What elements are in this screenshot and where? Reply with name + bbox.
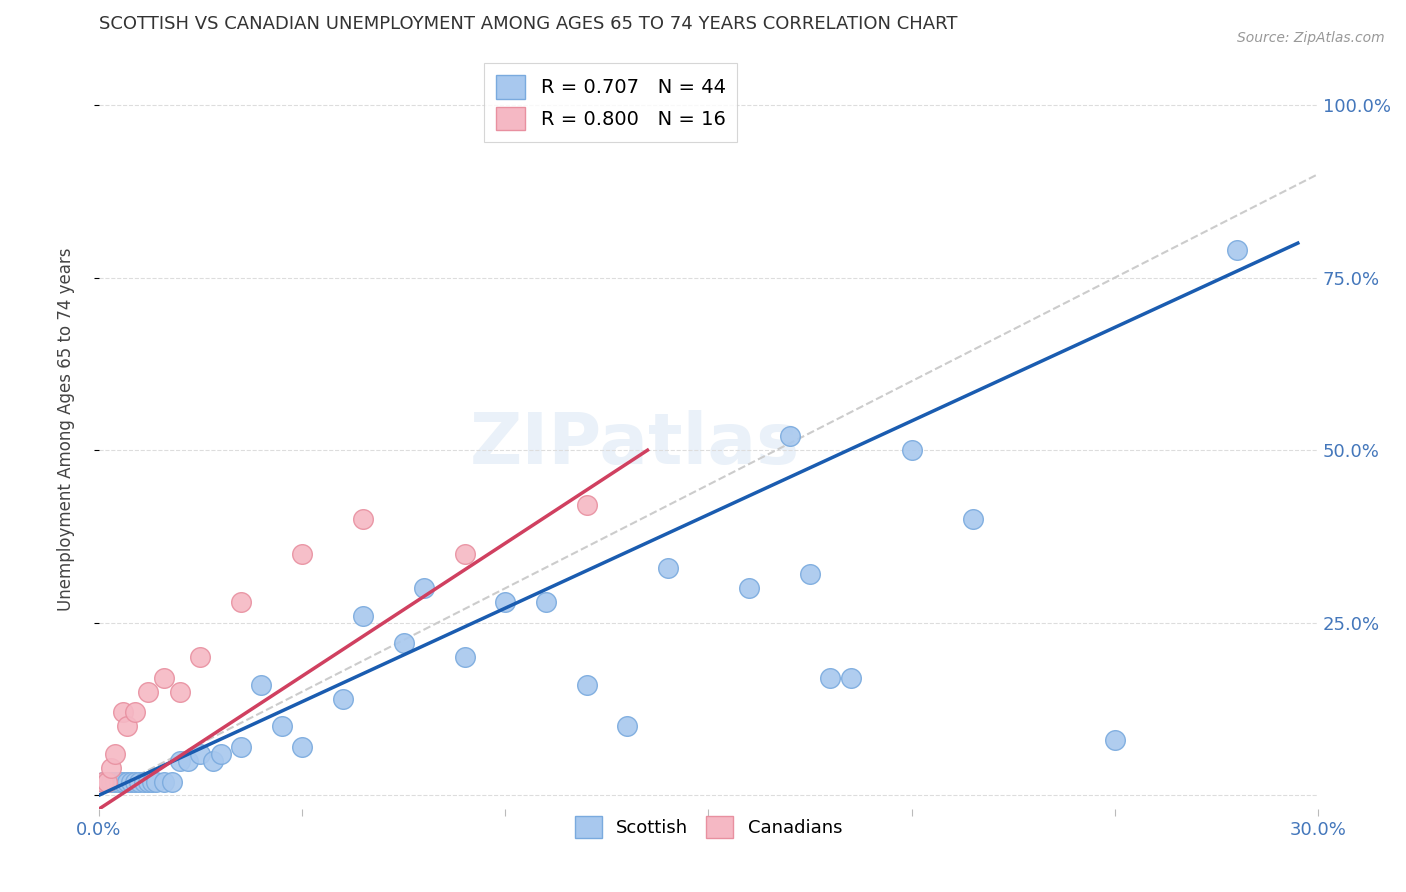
Point bbox=[201, 754, 224, 768]
Point bbox=[738, 581, 761, 595]
Point bbox=[96, 774, 118, 789]
Point bbox=[352, 608, 374, 623]
Point bbox=[120, 774, 142, 789]
Point bbox=[453, 547, 475, 561]
Point bbox=[1226, 243, 1249, 257]
Point bbox=[962, 512, 984, 526]
Point bbox=[229, 595, 252, 609]
Point bbox=[392, 636, 415, 650]
Point bbox=[352, 512, 374, 526]
Point bbox=[291, 739, 314, 754]
Point bbox=[132, 774, 155, 789]
Point bbox=[177, 754, 200, 768]
Point bbox=[575, 499, 598, 513]
Y-axis label: Unemployment Among Ages 65 to 74 years: Unemployment Among Ages 65 to 74 years bbox=[58, 248, 75, 611]
Point bbox=[115, 719, 138, 733]
Point bbox=[96, 774, 118, 789]
Point bbox=[616, 719, 638, 733]
Point bbox=[413, 581, 436, 595]
Point bbox=[900, 443, 922, 458]
Point bbox=[104, 774, 127, 789]
Point bbox=[141, 774, 163, 789]
Point bbox=[190, 650, 212, 665]
Point bbox=[494, 595, 516, 609]
Point bbox=[839, 671, 862, 685]
Point bbox=[104, 747, 127, 761]
Point bbox=[332, 691, 354, 706]
Point bbox=[153, 671, 176, 685]
Text: ZIPatlas: ZIPatlas bbox=[470, 410, 800, 479]
Point bbox=[799, 567, 821, 582]
Point bbox=[128, 774, 150, 789]
Text: SCOTTISH VS CANADIAN UNEMPLOYMENT AMONG AGES 65 TO 74 YEARS CORRELATION CHART: SCOTTISH VS CANADIAN UNEMPLOYMENT AMONG … bbox=[98, 15, 957, 33]
Point bbox=[820, 671, 842, 685]
Point bbox=[190, 747, 212, 761]
Point bbox=[534, 595, 557, 609]
Point bbox=[575, 678, 598, 692]
Point bbox=[100, 774, 122, 789]
Point bbox=[115, 774, 138, 789]
Point bbox=[112, 774, 135, 789]
Text: Source: ZipAtlas.com: Source: ZipAtlas.com bbox=[1237, 31, 1385, 45]
Point bbox=[209, 747, 232, 761]
Point bbox=[124, 774, 146, 789]
Point bbox=[124, 706, 146, 720]
Point bbox=[160, 774, 183, 789]
Point bbox=[169, 754, 191, 768]
Point bbox=[136, 774, 159, 789]
Point bbox=[229, 739, 252, 754]
Point bbox=[145, 774, 167, 789]
Point bbox=[291, 547, 314, 561]
Point bbox=[169, 685, 191, 699]
Point bbox=[779, 429, 801, 443]
Legend: Scottish, Canadians: Scottish, Canadians bbox=[568, 809, 849, 846]
Point bbox=[108, 774, 131, 789]
Point bbox=[453, 650, 475, 665]
Point bbox=[1104, 733, 1126, 747]
Point bbox=[657, 560, 679, 574]
Point bbox=[153, 774, 176, 789]
Point bbox=[136, 685, 159, 699]
Point bbox=[112, 706, 135, 720]
Point bbox=[270, 719, 292, 733]
Point bbox=[91, 774, 114, 789]
Point bbox=[250, 678, 273, 692]
Point bbox=[100, 761, 122, 775]
Point bbox=[91, 774, 114, 789]
